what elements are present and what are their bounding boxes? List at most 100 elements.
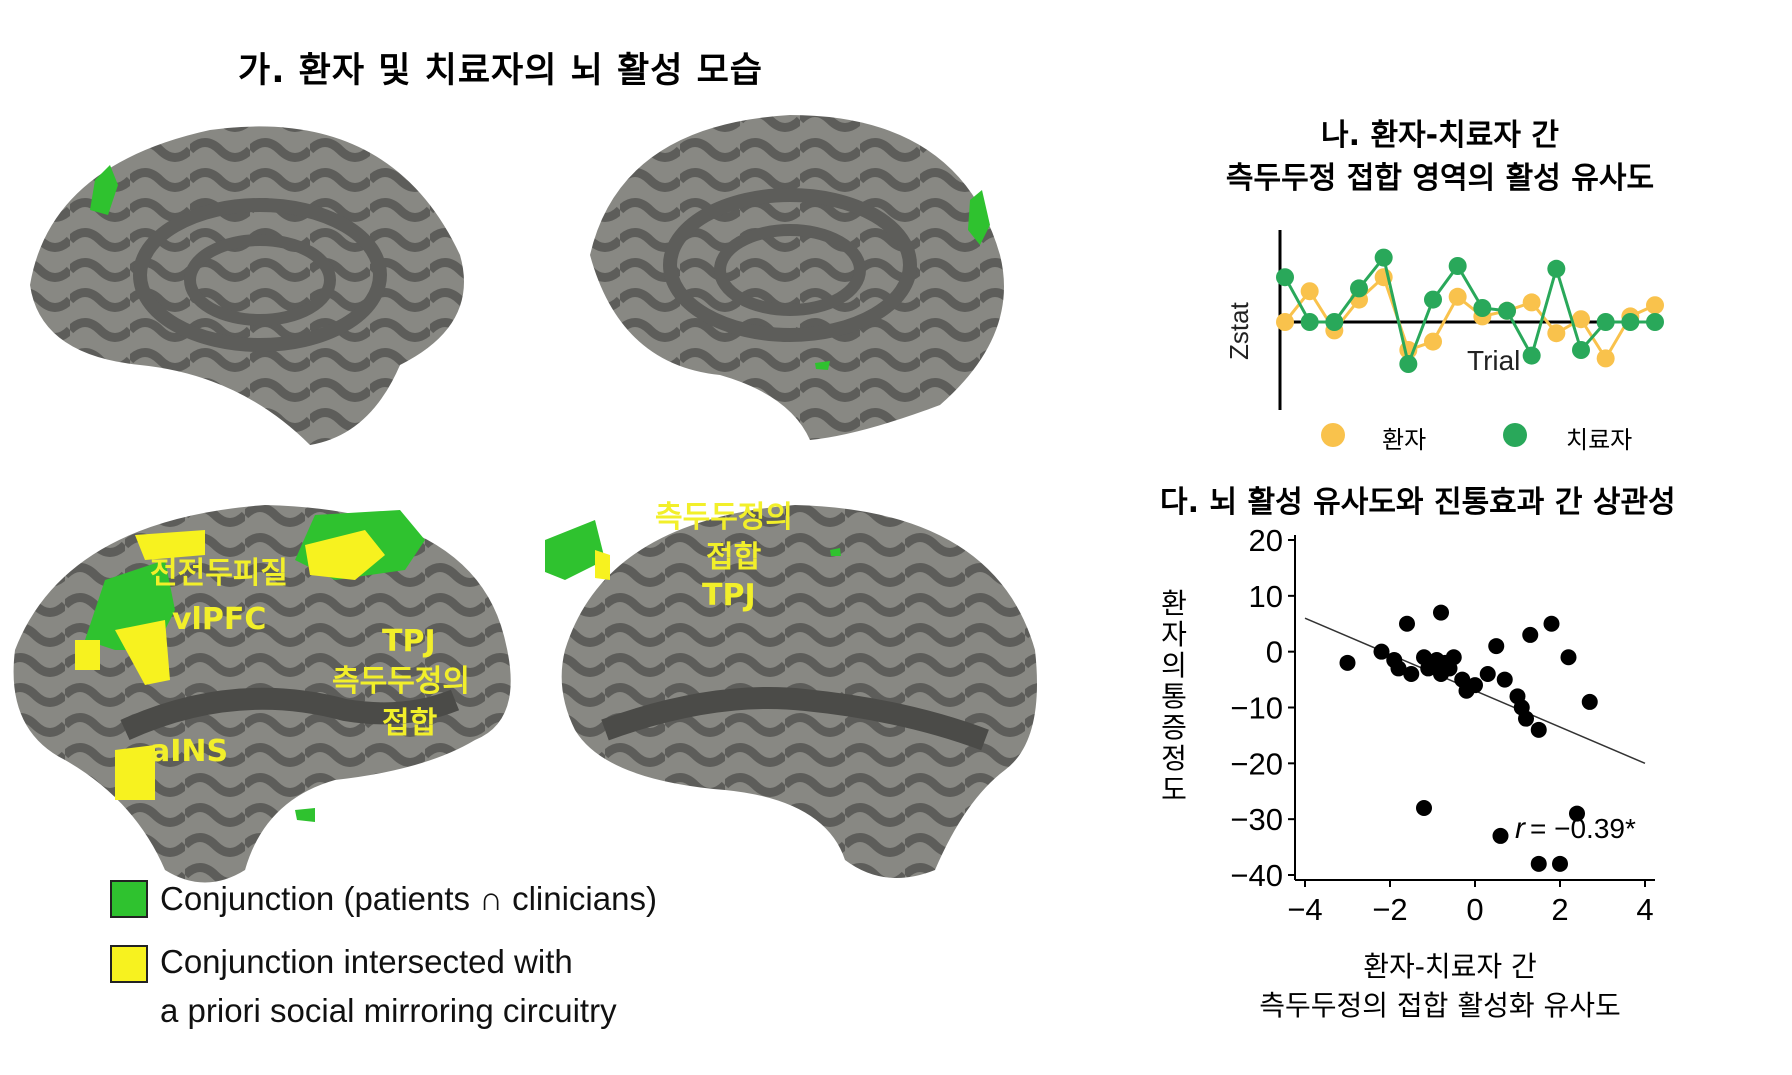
scatter-point xyxy=(1569,805,1585,822)
brain-lateral-right xyxy=(545,505,1037,878)
yellow-activation-region xyxy=(115,620,170,685)
panel-na-title-line1: 나. 환자-치료자 간 xyxy=(1321,118,1559,153)
series-point-clinician xyxy=(1572,341,1590,359)
scatter-point xyxy=(1560,649,1577,666)
yellow-activation-region xyxy=(135,530,205,560)
y-tick-label: 0 xyxy=(1266,635,1283,670)
scatter-point xyxy=(1339,654,1356,671)
series-point-clinician xyxy=(1325,313,1344,331)
green-activation-region xyxy=(815,361,830,370)
series-point-patient xyxy=(1448,287,1467,306)
series-point-patient xyxy=(1572,310,1590,329)
label-ains: aINS xyxy=(150,734,229,769)
legend-label-intersected-line1: Conjunction intersected with xyxy=(160,943,573,980)
series-point-clinician xyxy=(1300,313,1319,331)
legend-swatch-green xyxy=(110,880,148,918)
scatter-point xyxy=(1530,855,1547,872)
label-tpj-ko-right-2: 접합 xyxy=(706,540,762,575)
series-point-clinician xyxy=(1473,299,1492,317)
line-legend-patient-marker xyxy=(1321,423,1345,447)
line-legend-clinician-label: 치료자 xyxy=(1566,426,1633,454)
scatter-point xyxy=(1488,638,1505,655)
scatter-point xyxy=(1433,604,1449,621)
series-point-patient xyxy=(1300,282,1319,301)
scatter-point xyxy=(1543,615,1560,632)
scatter-point xyxy=(1522,626,1539,643)
series-point-clinician xyxy=(1374,248,1393,267)
brain-lateral-left xyxy=(13,505,511,883)
x-tick-label: 4 xyxy=(1636,892,1653,927)
scatter-point xyxy=(1552,855,1568,872)
series-line-patient xyxy=(1283,274,1656,362)
scatter-point xyxy=(1445,649,1462,666)
line-chart: Zstat Trial xyxy=(1224,230,1664,410)
scatter-point xyxy=(1467,677,1483,694)
brain-surface xyxy=(590,115,1004,440)
x-tick-label: −2 xyxy=(1372,892,1407,927)
green-activation-region xyxy=(830,548,841,556)
series-point-clinician xyxy=(1646,313,1664,331)
scatter-point xyxy=(1479,666,1496,682)
series-point-clinician xyxy=(1276,268,1294,287)
series-point-clinician xyxy=(1350,279,1368,298)
series-point-clinician xyxy=(1448,257,1467,275)
scatter-point xyxy=(1373,643,1390,660)
scatter-yticks: 20 10 0 −10 −20 −30 −40 xyxy=(1230,523,1295,893)
series-point-patient xyxy=(1424,332,1442,351)
line-legend-patient-label: 환자 xyxy=(1382,426,1427,454)
y-tick-label: 20 xyxy=(1249,523,1283,558)
yellow-activation-region xyxy=(595,550,610,580)
label-prefrontal-ko: 전전두피질 xyxy=(150,556,288,591)
x-tick-label: 0 xyxy=(1466,892,1483,927)
legend-swatch-yellow xyxy=(110,945,148,983)
scatter-r-symbol: r xyxy=(1515,812,1526,845)
line-legend-clinician-marker xyxy=(1503,423,1527,447)
series-point-patient xyxy=(1646,296,1664,315)
scatter-point xyxy=(1581,693,1598,710)
scatter-point xyxy=(1496,671,1513,688)
scatter-point xyxy=(1530,721,1547,738)
green-activation-region xyxy=(545,520,605,580)
scatter-ylabel: 환자의 통증정도 xyxy=(1161,587,1187,806)
panel-ga-title: 가. 환자 및 치료자의 뇌 활성 모습 xyxy=(238,51,764,91)
scatter-point xyxy=(1492,827,1509,844)
brain-surface xyxy=(30,126,464,445)
y-tick-label: 10 xyxy=(1249,579,1283,614)
series-point-patient xyxy=(1522,293,1541,312)
label-vlpfc: vlPFC xyxy=(172,602,267,637)
yellow-activation-region xyxy=(305,530,385,580)
x-tick-label: 2 xyxy=(1551,892,1568,927)
series-point-clinician xyxy=(1596,313,1615,331)
series-point-clinician xyxy=(1621,313,1640,331)
scatter-points xyxy=(1339,604,1598,872)
scatter-point xyxy=(1403,666,1420,682)
scatter-point xyxy=(1399,615,1415,632)
y-tick-label: −20 xyxy=(1230,746,1283,781)
label-tpj-ko-left-2: 접합 xyxy=(382,706,438,741)
line-chart-series xyxy=(1276,248,1664,373)
line-chart-xlabel: Trial xyxy=(1467,345,1520,376)
panel-da-title: 다. 뇌 활성 유사도와 진통효과 간 상관성 xyxy=(1160,485,1676,520)
legend-label-conjunction: Conjunction (patients ∩ clinicians) xyxy=(160,880,657,917)
series-point-patient xyxy=(1547,324,1566,343)
green-activation-region xyxy=(295,808,315,822)
series-point-clinician xyxy=(1498,301,1516,320)
series-point-clinician xyxy=(1547,259,1566,278)
scatter-xlabel-line1: 환자-치료자 간 xyxy=(1363,950,1537,983)
y-tick-label: −30 xyxy=(1230,802,1283,837)
series-point-clinician xyxy=(1424,290,1442,309)
label-tpj-ko-right-1: 측두두정의 xyxy=(655,500,793,535)
line-chart-ylabel: Zstat xyxy=(1224,301,1254,360)
y-tick-label: −10 xyxy=(1230,691,1283,726)
brain-medial-left xyxy=(30,126,464,445)
green-activation-region xyxy=(968,190,990,245)
label-tpj-right: TPJ xyxy=(702,578,756,613)
series-point-patient xyxy=(1276,313,1294,331)
label-tpj-ko-left-1: 측두두정의 xyxy=(332,664,470,699)
y-tick-label: −40 xyxy=(1230,858,1283,893)
scatter-xticks: −4 −2 0 2 4 xyxy=(1287,880,1654,927)
series-line-clinician xyxy=(1283,254,1655,370)
scatter-point xyxy=(1513,699,1530,716)
label-tpj-left: TPJ xyxy=(382,624,436,659)
brain-medial-right xyxy=(590,115,1004,440)
